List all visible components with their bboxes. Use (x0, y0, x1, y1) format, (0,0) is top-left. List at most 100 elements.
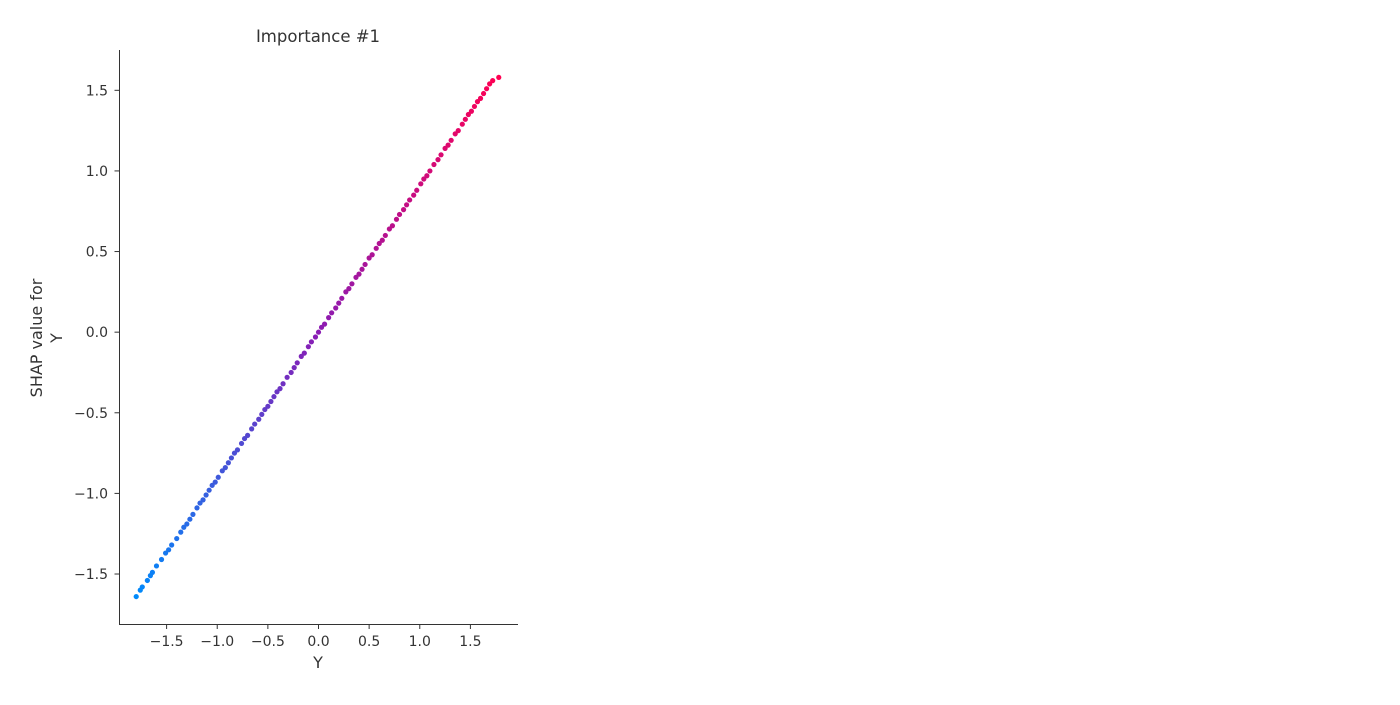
data-point (459, 121, 465, 127)
data-point (336, 300, 342, 306)
x-tick-label: 0.0 (307, 634, 329, 650)
data-point (389, 223, 396, 229)
scatter-points (133, 74, 502, 600)
data-point (194, 505, 200, 511)
data-point (382, 232, 388, 239)
data-point (200, 497, 206, 503)
data-point (245, 432, 251, 438)
data-point (431, 161, 437, 168)
data-point (427, 168, 433, 174)
data-point (424, 173, 430, 179)
x-tick-label: −0.5 (251, 634, 285, 650)
x-tick-label: 1.5 (459, 634, 481, 650)
x-tick-label: 0.5 (358, 634, 380, 650)
data-point (265, 403, 271, 409)
data-point (252, 421, 258, 427)
data-point (471, 103, 478, 110)
data-point (169, 542, 175, 548)
y-tick-label: −0.5 (74, 406, 108, 422)
data-point (414, 187, 420, 193)
data-point (356, 271, 362, 277)
data-point (277, 386, 283, 392)
data-point (462, 116, 468, 122)
x-axis-ticks: −1.5 −1.0 −0.5 0.0 0.5 1.0 1.5 (150, 624, 482, 650)
data-point (271, 394, 277, 400)
data-point (308, 339, 315, 345)
data-point (468, 108, 475, 114)
data-point (228, 455, 235, 461)
data-point (455, 128, 461, 134)
data-point (435, 157, 441, 163)
data-point (400, 207, 407, 213)
data-point (187, 516, 193, 522)
data-point (301, 350, 307, 356)
data-point (315, 329, 322, 335)
chart-title: Importance #1 (256, 27, 380, 46)
y-axis-label-line: Y (47, 333, 66, 344)
data-point (411, 192, 417, 198)
data-point (291, 365, 297, 371)
data-point (321, 321, 328, 327)
data-point (225, 460, 231, 466)
data-point (333, 305, 339, 311)
data-point (284, 374, 290, 380)
data-point (339, 295, 345, 301)
data-point (349, 281, 355, 287)
data-point (149, 569, 156, 576)
data-point (373, 245, 379, 251)
data-point (490, 78, 496, 84)
data-point (222, 465, 228, 471)
data-point (249, 426, 255, 432)
data-point (256, 416, 262, 422)
data-point (484, 86, 490, 92)
data-point (404, 202, 410, 208)
data-point (288, 369, 294, 376)
data-point (407, 197, 413, 203)
data-point (139, 584, 145, 590)
data-point (369, 252, 375, 258)
data-point (153, 563, 160, 569)
data-point (448, 137, 454, 143)
x-axis-label: Y (312, 653, 323, 672)
data-point (158, 556, 165, 563)
data-point (206, 487, 212, 493)
y-tick-label: −1.5 (74, 567, 108, 583)
data-point (393, 216, 400, 222)
x-tick-label: −1.5 (150, 634, 184, 650)
data-point (438, 152, 444, 158)
data-point (144, 577, 150, 584)
data-point (133, 593, 139, 600)
data-point (477, 95, 484, 101)
data-point (396, 211, 403, 218)
data-point (166, 547, 172, 553)
y-tick-label: 1.0 (86, 164, 108, 180)
data-point (280, 381, 286, 387)
data-point (418, 181, 424, 187)
data-point (212, 479, 218, 485)
data-point (184, 521, 190, 527)
data-point (480, 90, 487, 97)
y-tick-label: −1.0 (74, 486, 108, 502)
y-tick-label: 0.5 (86, 245, 108, 261)
data-point (203, 492, 209, 498)
y-axis-label-line: SHAP value for (27, 278, 46, 397)
y-tick-label: 0.0 (86, 325, 108, 341)
data-point (178, 529, 184, 535)
data-point (362, 261, 368, 268)
y-axis-label: SHAP value for Y (27, 278, 66, 397)
data-point (312, 334, 319, 340)
data-point (259, 411, 265, 417)
x-tick-label: −1.0 (200, 634, 234, 650)
data-point (238, 440, 245, 447)
x-tick-label: 1.0 (409, 634, 431, 650)
data-point (294, 360, 300, 366)
y-axis-ticks: −1.5 −1.0 −0.5 0.0 0.5 1.0 1.5 (74, 83, 120, 583)
data-point (305, 344, 311, 350)
data-point (329, 310, 335, 316)
y-tick-label: 1.5 (86, 83, 108, 99)
data-point (346, 286, 352, 292)
data-point (215, 474, 221, 480)
data-point (496, 74, 502, 81)
